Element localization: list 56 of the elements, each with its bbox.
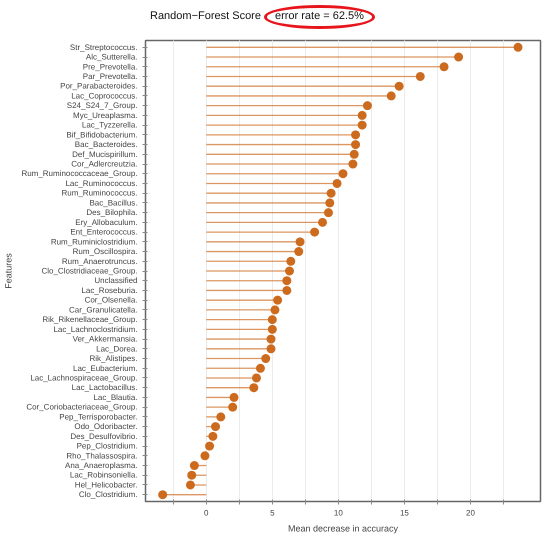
y-tick-label: Rik_Alistipes. (89, 354, 138, 364)
y-tick-label: Lac_Dorea. (96, 344, 138, 354)
y-tick-label: Bif_Bifidobacterium. (66, 130, 138, 140)
y-tick-label: Car_Granulicatella. (69, 305, 138, 314)
y-tick-label: Def_Mucispirillum. (72, 150, 138, 159)
y-tick-label: Lac_Roseburia. (81, 286, 138, 295)
y-tick-label: Str_Streptococcus. (70, 42, 138, 52)
y-tick-label: Ana_Anaeroplasma. (65, 461, 138, 470)
y-tick-label: Por_Parabacteroides. (60, 82, 138, 91)
y-tick-label: Ver_Akkermansia. (72, 334, 138, 344)
y-tick-label: Bac_Bacteroides. (74, 140, 138, 150)
y-tick-label: Rum_Anaerotruncus. (62, 256, 138, 266)
highlight-outline: error rate = 62.5% (264, 5, 375, 29)
x-axis-title: Mean decrease in accuracy (288, 524, 399, 534)
y-tick-label: Lac_Robinsoniella. (70, 470, 138, 480)
y-tick-label: Clo_Clostridium. (78, 490, 138, 500)
y-tick-label: Lac_Ruminococcus. (65, 178, 138, 188)
y-tick-label: Rik_Rikenellaceae_Group. (42, 315, 138, 324)
y-tick-label: Pep_Clostridium. (76, 442, 138, 451)
y-tick-label: Bac_Bacillus. (89, 198, 138, 208)
x-tick-label: 20 (466, 508, 476, 518)
y-tick-label: S24_S24_7_Group. (66, 101, 138, 110)
y-tick-label: Des_Desulfovibrio. (70, 432, 138, 441)
x-tick-label: 5 (270, 508, 276, 518)
y-tick-label: Clo_Clostridiaceae_Group. (41, 266, 138, 276)
x-tick-label: 10 (334, 508, 344, 518)
y-tick-label: Rum_Ruminiclostridium. (50, 237, 138, 246)
y-tick-label: Par_Prevotella. (82, 72, 138, 81)
y-tick-label: Cor_Olsenella. (84, 296, 138, 305)
y-tick-label: Rho_Thalassospira. (66, 451, 138, 460)
y-axis-title: Features (3, 252, 14, 289)
x-tick-label: 0 (204, 508, 210, 518)
y-tick-label: Lac_Lachnospiraceae_Group. (30, 373, 138, 382)
y-tick-label: Hel_Helicobacter. (74, 480, 138, 490)
y-tick-label: Cor_Coriobacteriaceae_Group. (26, 402, 138, 412)
y-tick-label: Pep_Terrisporobacter. (59, 412, 138, 422)
y-tick-label: Lac_Lactobacillus. (72, 383, 138, 392)
y-tick-label: Pre_Prevotella. (82, 62, 138, 72)
y-tick-label: Rum_Ruminococcus. (61, 188, 138, 198)
y-tick-label: Lac_Blautia. (93, 392, 138, 402)
y-tick-label: Cor_Adlercreutzia. (71, 160, 138, 169)
y-tick-label: Rum_Oscillospira. (72, 247, 138, 256)
y-tick-label: Des_Bilophila. (86, 208, 138, 218)
y-tick-label: Myc_Ureaplasma. (73, 110, 138, 120)
y-tick-label: Lac_Tyzzerella. (82, 120, 138, 130)
y-tick-label: Lac_Lachnoclostridium. (53, 324, 138, 334)
y-tick-label: Unclassified (94, 276, 138, 286)
y-tick-label: Lac_Eubacterium. (73, 364, 138, 373)
y-tick-label: Ery_Allobaculum. (75, 218, 138, 227)
chart-title: Random−Forest Score (150, 10, 261, 22)
y-tick-label: Rum_Ruminococcaceae_Group. (21, 169, 138, 178)
y-tick-label: Ent_Enterococcus. (70, 228, 138, 237)
y-tick-label: Lac_Coprococcus. (71, 91, 138, 100)
y-tick-label: Odo_Odoribacter. (74, 422, 138, 432)
y-tick-label: Alc_Sutterella. (86, 52, 138, 62)
x-tick-label: 15 (400, 508, 410, 518)
